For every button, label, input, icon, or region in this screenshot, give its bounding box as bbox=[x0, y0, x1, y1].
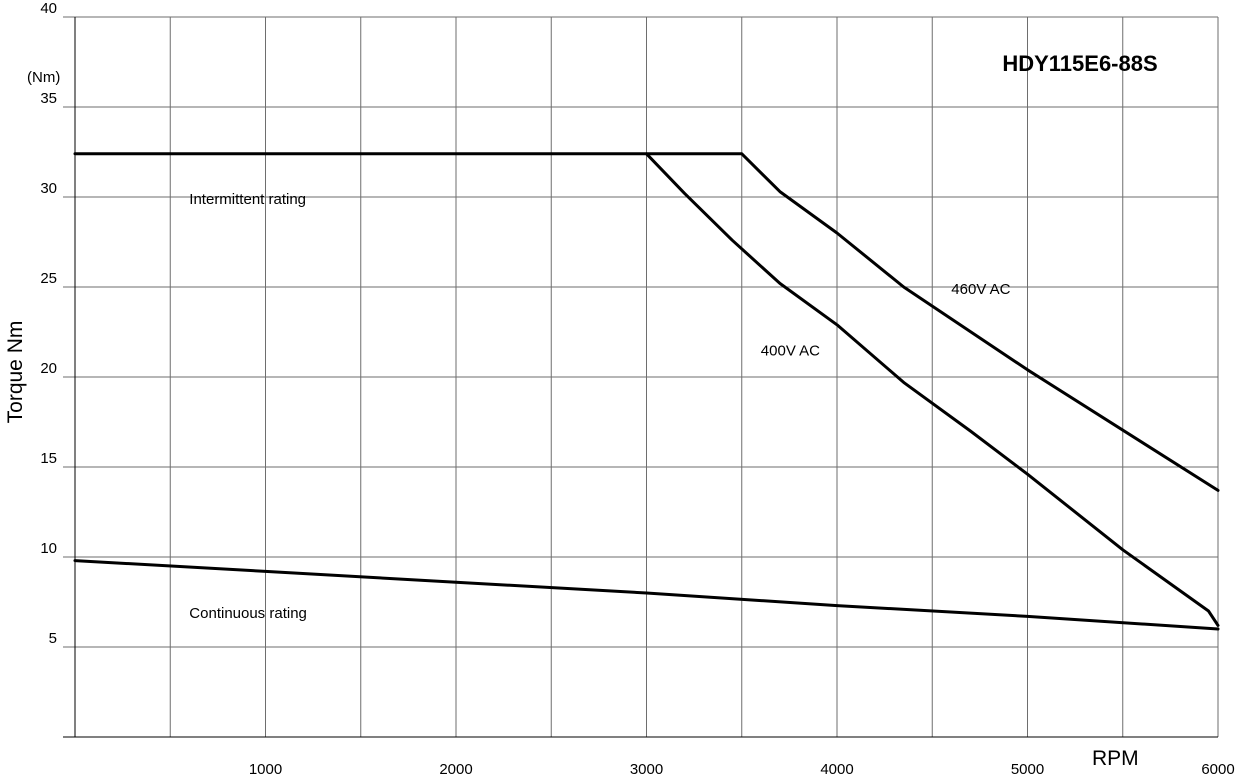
label-layer: HDY115E6-88S (Nm) RPM Torque Nm 1000 2000… bbox=[4, 0, 1235, 778]
annotation-460v: 460V AC bbox=[951, 281, 1010, 298]
y-tick-label: 20 bbox=[40, 360, 57, 377]
x-tick-label: 5000 bbox=[1011, 761, 1044, 778]
axis-layer bbox=[63, 17, 1218, 738]
annotation-400v: 400V AC bbox=[761, 342, 820, 359]
y-tick-label: 35 bbox=[40, 90, 57, 107]
x-tick-label: 2000 bbox=[439, 761, 472, 778]
y-tick-label: 5 bbox=[49, 630, 57, 647]
y-axis-title: Torque Nm bbox=[4, 321, 27, 424]
x-tick-label: 4000 bbox=[820, 761, 853, 778]
x-tick-label: 1000 bbox=[249, 761, 282, 778]
y-tick-label: 40 bbox=[40, 0, 57, 17]
y-tick-label: 25 bbox=[40, 270, 57, 287]
series-layer bbox=[73, 152, 1220, 631]
grid-layer bbox=[63, 16, 1219, 737]
chart-title: HDY115E6-88S bbox=[1002, 51, 1157, 76]
annotation-intermittent: Intermittent rating bbox=[189, 191, 306, 208]
series-line-intermittent-460v bbox=[73, 152, 1220, 492]
x-tick-label: 3000 bbox=[630, 761, 663, 778]
y-tick-label: 10 bbox=[40, 540, 57, 557]
series-line-continuous bbox=[73, 559, 1220, 631]
y-tick-label: 30 bbox=[40, 180, 57, 197]
annotation-continuous: Continuous rating bbox=[189, 605, 307, 622]
series-line-intermittent-400v bbox=[645, 152, 1220, 627]
x-tick-label: 6000 bbox=[1201, 761, 1234, 778]
y-tick-label: 15 bbox=[40, 450, 57, 467]
y-unit-label: (Nm) bbox=[27, 69, 60, 86]
x-axis-title: RPM bbox=[1092, 747, 1139, 770]
